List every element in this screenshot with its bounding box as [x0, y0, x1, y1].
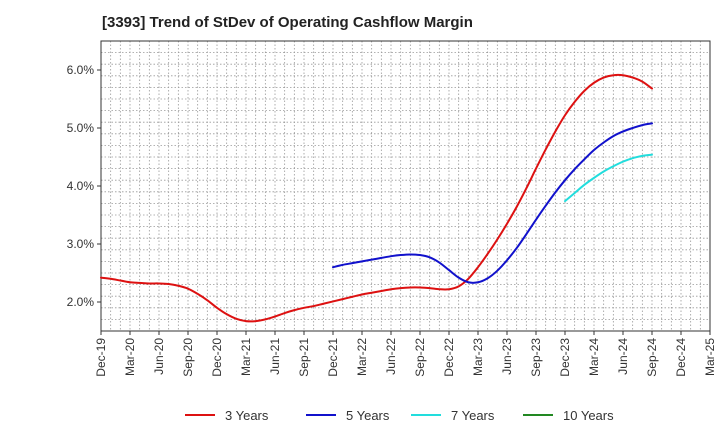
x-tick-label: Dec-19 — [94, 338, 108, 377]
x-tick-label: Jun-24 — [616, 338, 630, 375]
y-tick-label: 3.0% — [67, 237, 95, 251]
x-tick-label: Sep-23 — [529, 338, 543, 377]
x-tick-label: Mar-20 — [123, 338, 137, 376]
x-tick-label: Sep-24 — [645, 338, 659, 377]
series-line-5-years — [332, 122, 653, 284]
x-tick-label: Mar-22 — [355, 338, 369, 376]
y-tick-label: 2.0% — [67, 295, 95, 309]
x-tick-label: Mar-25 — [703, 338, 717, 376]
x-tick-label: Jun-23 — [500, 338, 514, 375]
plot-area — [101, 41, 710, 331]
y-tick-label: 5.0% — [67, 121, 95, 135]
x-tick-label: Sep-21 — [297, 338, 311, 377]
x-tick-label: Dec-23 — [558, 338, 572, 377]
legend-label-7-years: 7 Years — [451, 408, 495, 423]
x-tick-label: Dec-20 — [210, 338, 224, 377]
series-line-7-years — [564, 153, 653, 203]
x-tick-label: Jun-20 — [152, 338, 166, 375]
x-tick-label: Sep-20 — [181, 338, 195, 377]
x-tick-label: Mar-24 — [587, 338, 601, 376]
y-tick-label: 4.0% — [67, 179, 95, 193]
legend-label-5-years: 5 Years — [346, 408, 390, 423]
x-tick-label: Jun-22 — [384, 338, 398, 375]
x-tick-label: Dec-24 — [674, 338, 688, 377]
x-tick-label: Sep-22 — [413, 338, 427, 377]
legend-label-10-years: 10 Years — [563, 408, 614, 423]
chart-title: [3393] Trend of StDev of Operating Cashf… — [102, 14, 473, 31]
x-tick-label: Mar-21 — [239, 338, 253, 376]
x-tick-label: Mar-23 — [471, 338, 485, 376]
legend-label-3-years: 3 Years — [225, 408, 269, 423]
x-tick-label: Dec-21 — [326, 338, 340, 377]
x-tick-label: Jun-21 — [268, 338, 282, 375]
y-tick-label: 6.0% — [67, 63, 95, 77]
x-tick-label: Dec-22 — [442, 338, 456, 377]
series-line-3-years — [100, 73, 653, 323]
